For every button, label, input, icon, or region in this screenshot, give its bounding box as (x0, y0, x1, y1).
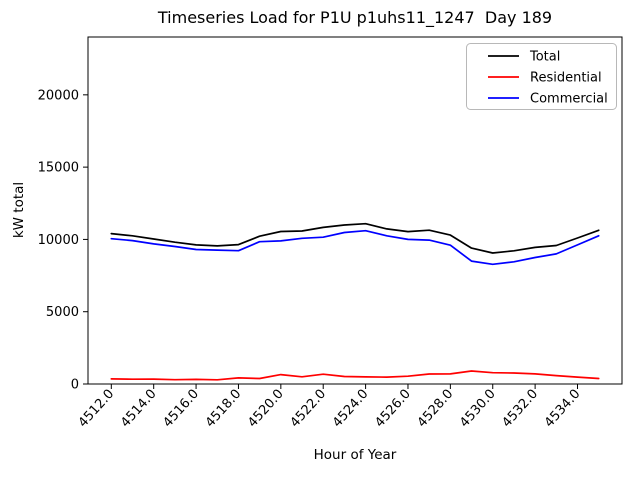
y-tick-label: 5000 (46, 305, 79, 320)
x-tick-label: 4512.0 (76, 387, 118, 431)
commercial-legend-label: Commercial (530, 92, 608, 107)
x-tick-label: 4520.0 (245, 387, 287, 431)
residential-line (110, 370, 600, 381)
x-tick-label: 4526.0 (372, 387, 414, 431)
x-axis-ticks: 4512.0 4514.0 4516.0 4518.0 4520.0 4522.0 4524… (76, 384, 584, 431)
residential-legend-label: Residential (530, 71, 602, 86)
x-tick-label: 4516.0 (160, 387, 202, 431)
total-legend-label: Total (529, 50, 560, 65)
series-lines (110, 222, 600, 381)
y-tick-label: 0 (71, 378, 79, 393)
x-tick-label: 4518.0 (203, 387, 245, 431)
legend-item-commercial: Commercial (488, 92, 608, 107)
y-axis-label: kW total (11, 182, 27, 238)
x-tick-label: 4530.0 (457, 387, 499, 431)
chart-title: Timeseries Load for P1U p1uhs11_1247 Day… (157, 8, 552, 28)
x-tick-label: 4532.0 (499, 387, 541, 431)
total-line (110, 222, 600, 254)
y-tick-label: 20000 (38, 88, 79, 103)
x-tick-label: 4534.0 (542, 387, 584, 431)
legend-item-residential: Residential (488, 71, 602, 86)
y-tick-label: 15000 (38, 161, 79, 176)
x-tick-label: 4524.0 (330, 387, 372, 431)
x-axis-label: Hour of Year (314, 447, 397, 463)
x-tick-label: 4514.0 (118, 387, 160, 431)
legend-item-total: Total (488, 50, 560, 65)
x-tick-label: 4528.0 (415, 387, 457, 431)
y-tick-label: 10000 (38, 233, 79, 248)
x-tick-label: 4522.0 (288, 387, 330, 431)
commercial-line (110, 229, 600, 266)
y-axis-ticks: 0 5000 10000 15000 20000 (38, 88, 88, 393)
legend: Total Residential Commercial (466, 43, 617, 110)
legend-box (466, 43, 617, 110)
